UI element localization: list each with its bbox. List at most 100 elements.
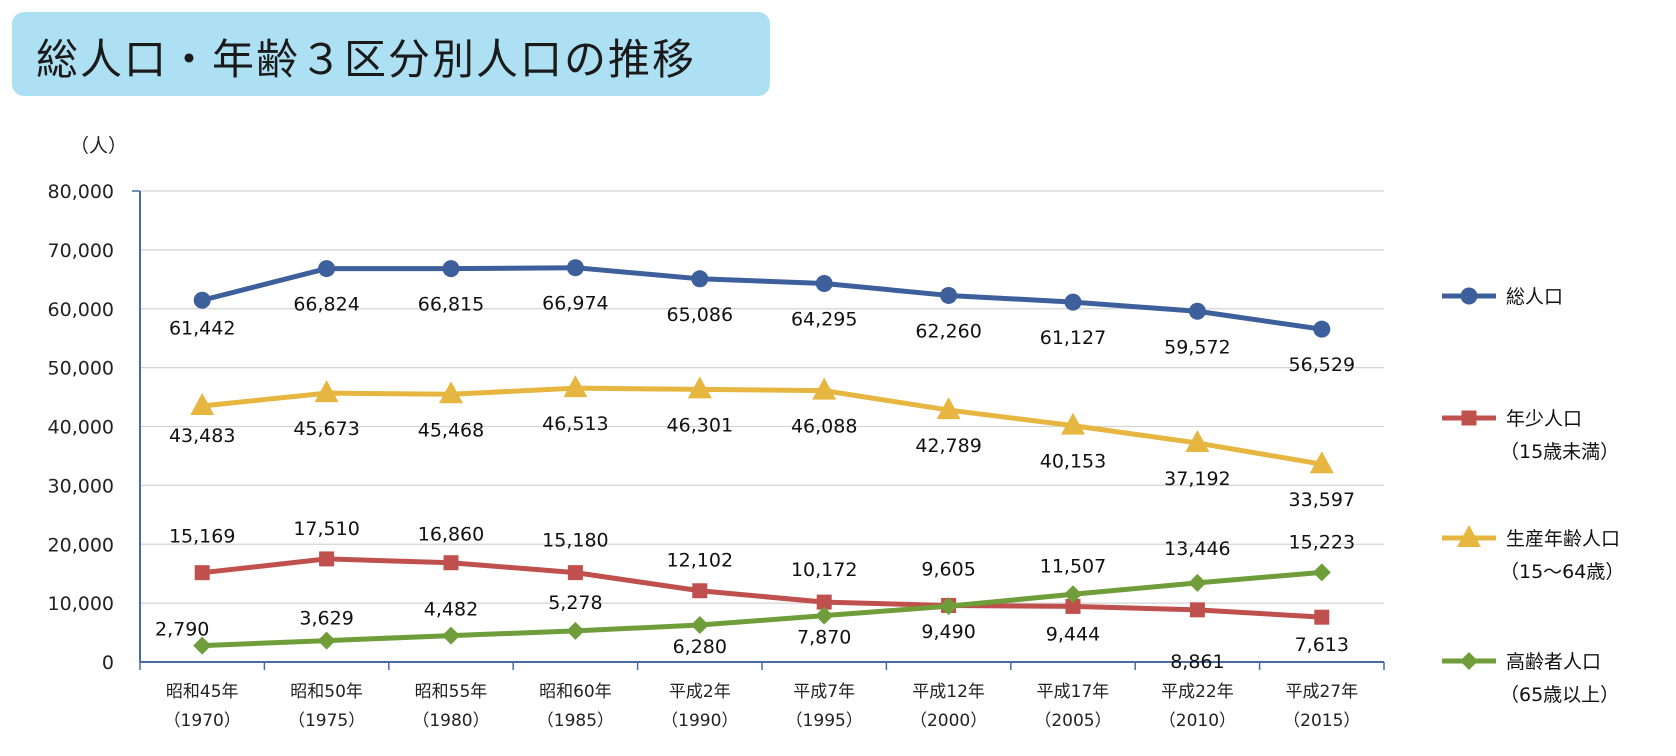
youth-data-point <box>319 551 335 567</box>
youth-data-label: 12,102 <box>667 550 733 572</box>
x-tick-label-year: （1975） <box>288 711 365 731</box>
youth-data-label: 9,605 <box>921 558 975 580</box>
total-legend-label: 総人口 <box>1506 286 1563 308</box>
working-data-label: 46,301 <box>667 414 733 436</box>
elderly-data-point <box>939 597 958 616</box>
working-data-point <box>936 397 961 420</box>
total-data-label: 59,572 <box>1164 336 1230 358</box>
working-legend-label: 生産年齢人口 <box>1506 528 1620 550</box>
working-data-point <box>812 377 837 400</box>
total-data-label: 61,127 <box>1040 327 1106 349</box>
x-tick-label: 昭和60年 <box>539 682 612 702</box>
elderly-data-point <box>317 631 336 650</box>
youth-data-point <box>816 594 832 610</box>
total-data-label: 66,974 <box>542 293 608 315</box>
youth-data-label: 16,860 <box>418 524 484 546</box>
total-data-point <box>1188 302 1206 320</box>
total-data-point <box>1064 293 1082 311</box>
elderly-legend-label: 高齢者人口 <box>1506 651 1601 673</box>
x-tick-label-year: （1990） <box>661 711 738 731</box>
youth-data-point <box>1189 602 1205 618</box>
elderly-data-point <box>442 626 460 645</box>
elderly-data-point <box>1064 585 1082 604</box>
y-tick-label: 20,000 <box>48 534 114 556</box>
total-data-point <box>815 274 833 292</box>
total-legend-marker <box>1460 287 1478 305</box>
working-legend-marker <box>1457 525 1481 547</box>
elderly-data-label: 2,790 <box>155 619 209 641</box>
working-data-label: 40,153 <box>1040 451 1106 473</box>
elderly-data-point <box>566 621 585 640</box>
elderly-data-point <box>690 616 709 635</box>
youth-legend-sublabel: （15歳未満） <box>1500 441 1619 463</box>
youth-data-label: 15,180 <box>542 530 608 552</box>
youth-data-point <box>443 555 459 571</box>
elderly-data-point <box>1312 563 1331 582</box>
youth-series-line <box>201 556 1322 620</box>
total-data-label: 66,824 <box>293 294 359 316</box>
elderly-data-point <box>815 606 834 625</box>
elderly-data-label: 6,280 <box>673 636 727 658</box>
x-tick-label: 昭和55年 <box>415 682 488 702</box>
total-data-label: 64,295 <box>791 308 857 330</box>
x-tick-label-year: （2005） <box>1034 711 1111 731</box>
y-tick-label: 40,000 <box>48 417 114 439</box>
total-data-point <box>193 291 211 309</box>
working-data-label: 37,192 <box>1164 468 1230 490</box>
youth-data-label: 17,510 <box>293 518 359 540</box>
elderly-data-label: 4,482 <box>424 599 478 621</box>
elderly-data-label: 9,490 <box>921 621 975 643</box>
working-data-point <box>687 376 712 399</box>
working-data-point <box>1309 451 1334 474</box>
working-data-point <box>190 392 215 415</box>
working-data-label: 42,789 <box>915 435 981 457</box>
youth-data-label: 8,861 <box>1170 651 1224 673</box>
y-tick-label: 70,000 <box>48 240 114 262</box>
x-tick-label: 昭和50年 <box>290 682 363 702</box>
youth-data-point <box>194 565 210 581</box>
elderly-data-label: 5,278 <box>548 592 602 614</box>
x-tick-label-year: （1985） <box>537 711 614 731</box>
y-tick-label: 60,000 <box>48 299 114 321</box>
youth-data-point <box>1314 609 1330 625</box>
youth-legend-marker <box>1461 410 1477 426</box>
y-tick-label: 80,000 <box>48 181 114 203</box>
x-tick-label: 平成12年 <box>912 682 985 702</box>
youth-data-label: 10,172 <box>791 559 857 581</box>
working-data-label: 46,088 <box>791 416 857 438</box>
y-axis-unit-label: （人） <box>70 135 127 157</box>
title-banner: 総人口・年齢３区分別人口の推移 <box>12 12 770 96</box>
total-data-label: 66,815 <box>418 294 484 316</box>
total-data-point <box>940 286 958 304</box>
x-tick-label-year: （1995） <box>786 711 863 731</box>
page-title: 総人口・年齢３区分別人口の推移 <box>36 35 697 84</box>
x-tick-label: 昭和45年 <box>166 682 239 702</box>
x-tick-label-year: （2010） <box>1159 711 1236 731</box>
total-data-point <box>318 260 336 278</box>
working-data-point <box>1061 412 1085 435</box>
x-tick-label-year: （2015） <box>1283 711 1360 731</box>
total-data-label: 61,442 <box>169 317 235 339</box>
working-series-line <box>201 385 1323 467</box>
x-tick-label-year: （1980） <box>412 711 489 731</box>
y-tick-label: 50,000 <box>48 358 114 380</box>
x-tick-label: 平成27年 <box>1285 682 1358 702</box>
elderly-legend-sublabel: （65歳以上） <box>1500 684 1619 706</box>
x-tick-label-year: （1970） <box>164 711 241 731</box>
youth-data-label: 7,613 <box>1295 634 1349 656</box>
working-data-point <box>1185 430 1210 453</box>
youth-data-point <box>1065 598 1081 614</box>
elderly-data-label: 13,446 <box>1164 538 1230 560</box>
working-data-label: 45,673 <box>293 418 359 440</box>
total-data-point <box>691 270 709 288</box>
youth-data-point <box>567 565 583 581</box>
youth-legend-label: 年少人口 <box>1506 408 1582 430</box>
x-tick-label: 平成17年 <box>1037 682 1110 702</box>
x-tick-label: 平成22年 <box>1161 682 1234 702</box>
x-tick-label: 平成7年 <box>793 682 855 702</box>
elderly-data-label: 7,870 <box>797 627 851 649</box>
y-tick-label: 0 <box>102 652 114 674</box>
elderly-data-point <box>193 636 212 655</box>
youth-data-label: 15,169 <box>169 526 235 548</box>
